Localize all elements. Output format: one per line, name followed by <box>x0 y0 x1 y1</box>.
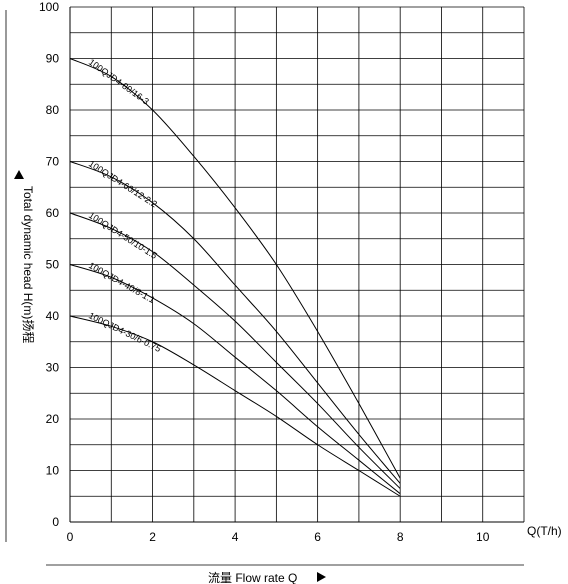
x-tick-label: 4 <box>232 530 239 544</box>
series-curve <box>69 161 401 484</box>
chart-grid <box>69 6 525 523</box>
y-tick-labels: 0 10 20 30 40 50 60 70 80 90 100 <box>39 0 59 529</box>
x-axis-unit-label: Q(T/h) <box>527 524 562 538</box>
x-tick-label: 0 <box>67 530 74 544</box>
y-tick-label: 100 <box>39 0 59 14</box>
series-label: 100QJD4-30/6-0.75 <box>87 310 162 354</box>
y-tick-label: 20 <box>46 412 60 426</box>
y-axis-title: Total dynamic head H(m)扬程 <box>21 186 36 343</box>
curve-labels: 100QJD4-80/16-3100QJD4-60/12-2.2100QJD4-… <box>87 57 163 354</box>
x-tick-label: 6 <box>314 530 321 544</box>
y-tick-label: 90 <box>46 52 60 66</box>
right-arrow-icon <box>317 572 326 582</box>
series-curve <box>69 264 401 495</box>
x-tick-label: 10 <box>476 530 490 544</box>
y-tick-label: 60 <box>46 206 60 220</box>
x-tick-labels: 0 2 4 6 8 10 <box>67 530 490 544</box>
y-tick-label: 70 <box>46 155 60 169</box>
y-tick-label: 50 <box>46 258 60 272</box>
series-curve <box>69 212 401 489</box>
series-curve <box>69 58 401 479</box>
x-tick-label: 2 <box>149 530 156 544</box>
series-label: 100QJD4-50/10-1.5 <box>87 210 159 261</box>
up-arrow-icon <box>14 170 24 179</box>
series-label: 100QJD4-80/16-3 <box>87 57 151 107</box>
series-label: 100QJD4-40/8-1.1 <box>87 260 156 305</box>
y-tick-label: 30 <box>46 361 60 375</box>
curves <box>69 58 401 497</box>
y-tick-label: 80 <box>46 103 60 117</box>
x-tick-label: 8 <box>397 530 404 544</box>
series-label: 100QJD4-60/12-2.2 <box>87 158 159 209</box>
x-axis-title: 流量 Flow rate Q <box>208 571 297 584</box>
y-tick-label: 40 <box>46 309 60 323</box>
y-tick-label: 10 <box>46 464 60 478</box>
y-tick-label: 0 <box>52 515 59 529</box>
series-curve <box>69 315 401 497</box>
